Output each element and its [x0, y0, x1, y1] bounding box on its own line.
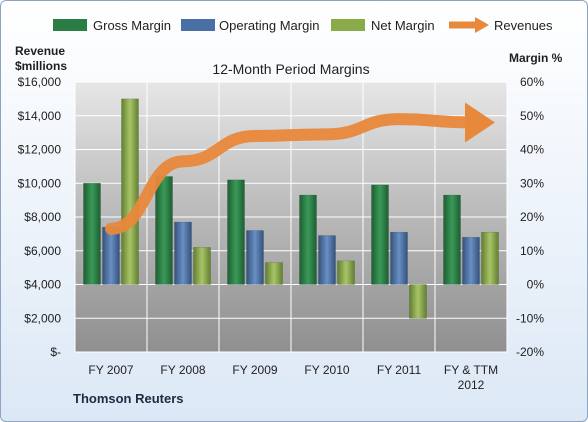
legend-item-revenues: Revenues — [449, 17, 553, 33]
legend-swatch-operating-margin — [181, 19, 215, 31]
x-tick-label-4: FY 2011 — [377, 363, 422, 377]
legend-label-revenues: Revenues — [494, 18, 553, 33]
right-tick-label-2: 0% — [527, 278, 545, 292]
legend-arrowhead-revenues — [475, 17, 489, 33]
revenues-line — [105, 113, 477, 235]
left-tick-label-1: $2,000 — [24, 311, 61, 325]
bar-gross-margin-5 — [443, 194, 461, 285]
left-tick-label-3: $6,000 — [24, 244, 61, 258]
legend-item-gross-margin: Gross Margin — [53, 18, 171, 33]
right-tick-label-6: 40% — [520, 143, 544, 157]
right-tick-label-7: 50% — [520, 109, 544, 123]
x-tick-label-3: FY 2010 — [304, 363, 349, 377]
source-label: Thomson Reuters — [73, 391, 184, 406]
left-tick-label-2: $4,000 — [24, 278, 61, 292]
bar-net-margin-1 — [193, 247, 211, 285]
left-tick-label-8: $16,000 — [18, 75, 62, 89]
left-tick-label-7: $14,000 — [18, 109, 62, 123]
bar-gross-margin-2 — [227, 179, 245, 285]
right-tick-label-3: 10% — [520, 244, 544, 258]
left-axis-title-line1: Revenue — [15, 44, 65, 58]
right-axis-title: Margin % — [509, 51, 563, 65]
right-tick-label-4: 20% — [520, 210, 544, 224]
right-tick-label-0: -20% — [516, 345, 544, 359]
bar-net-margin-0 — [121, 98, 139, 285]
legend-item-net-margin: Net Margin — [331, 18, 435, 33]
bar-operating-margin-3 — [318, 235, 336, 285]
left-tick-label-0: $- — [50, 345, 61, 359]
right-tick-label-1: -10% — [516, 311, 544, 325]
bar-gross-margin-4 — [371, 184, 389, 285]
bar-gross-margin-0 — [83, 183, 101, 285]
bar-operating-margin-2 — [246, 230, 264, 285]
legend-swatch-net-margin — [331, 19, 365, 31]
chart-title: 12-Month Period Margins — [212, 61, 369, 77]
revenues-arrowhead — [465, 102, 495, 143]
left-tick-label-4: $8,000 — [24, 210, 61, 224]
legend: Gross Margin Operating Margin Net Margin… — [53, 17, 553, 33]
legend-label-net-margin: Net Margin — [371, 18, 435, 33]
bar-operating-margin-1 — [174, 221, 192, 285]
x-tick-label-1: FY 2008 — [160, 363, 205, 377]
legend-label-gross-margin: Gross Margin — [93, 18, 171, 33]
legend-item-operating-margin: Operating Margin — [181, 18, 319, 33]
bar-net-margin-4 — [409, 284, 427, 319]
legend-label-operating-margin: Operating Margin — [219, 18, 319, 33]
bar-net-margin-3 — [337, 260, 355, 285]
bar-net-margin-2 — [265, 262, 283, 285]
x-tick-label-0: FY 2007 — [88, 363, 133, 377]
left-tick-label-5: $10,000 — [18, 176, 62, 190]
bar-operating-margin-0 — [102, 226, 120, 285]
bar-operating-margin-5 — [462, 237, 480, 285]
left-tick-label-6: $12,000 — [18, 143, 62, 157]
legend-swatch-gross-margin — [53, 19, 87, 31]
right-tick-label-5: 30% — [520, 176, 544, 190]
bar-net-margin-5 — [481, 231, 499, 285]
bar-gross-margin-1 — [155, 176, 173, 285]
x-tick-label-5: FY & TTM 2012 — [444, 363, 498, 392]
x-tick-label-2: FY 2009 — [232, 363, 277, 377]
bar-operating-margin-4 — [390, 231, 408, 285]
right-tick-label-8: 60% — [520, 75, 544, 89]
bar-gross-margin-3 — [299, 194, 317, 285]
left-axis-title-line2: $millions — [15, 59, 67, 73]
